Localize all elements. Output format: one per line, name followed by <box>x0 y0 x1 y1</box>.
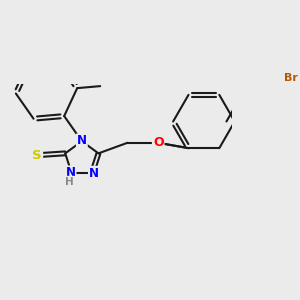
Text: Br: Br <box>284 73 298 82</box>
Text: N: N <box>65 167 76 179</box>
Text: S: S <box>32 148 42 162</box>
Text: H: H <box>65 177 74 187</box>
Text: N: N <box>77 134 87 147</box>
Text: O: O <box>153 136 164 148</box>
Text: N: N <box>89 167 99 180</box>
